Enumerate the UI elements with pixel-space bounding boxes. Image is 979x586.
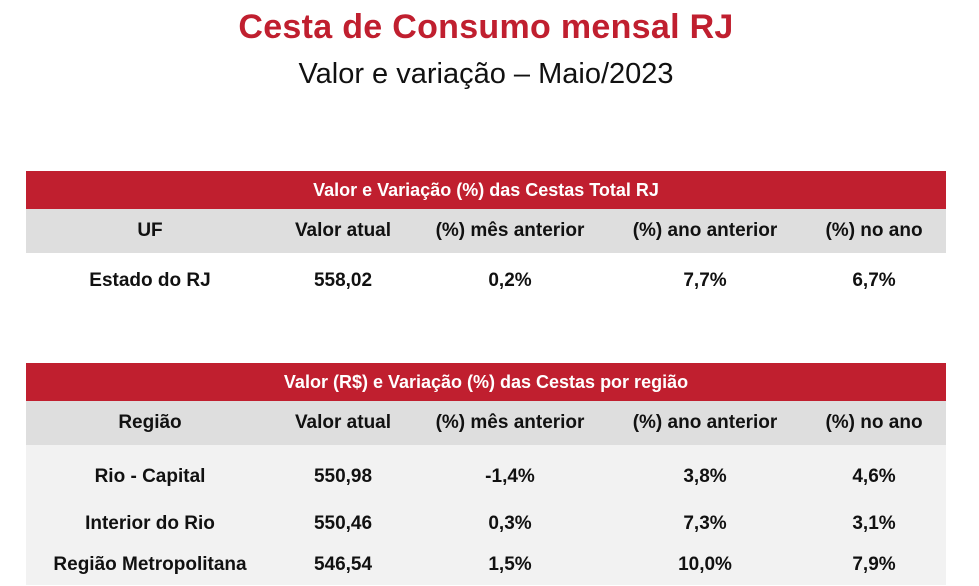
cell-month-change: 1,5%	[412, 544, 608, 585]
cell-ytd-change: 6,7%	[802, 253, 947, 309]
column-header: UF	[26, 209, 274, 253]
cell-ytd-change: 4,6%	[802, 445, 947, 503]
cell-ytd-change: 7,9%	[802, 544, 947, 585]
cell-region: Região Metropolitana	[26, 544, 274, 585]
cell-value: 558,02	[274, 253, 412, 309]
cell-value: 550,46	[274, 503, 412, 544]
cell-month-change: -1,4%	[412, 445, 608, 503]
cell-region: Interior do Rio	[26, 503, 274, 544]
page-subtitle: Valor e variação – Maio/2023	[298, 58, 674, 90]
column-header: (%) mês anterior	[412, 401, 608, 445]
cell-month-change: 0,3%	[412, 503, 608, 544]
column-header: Valor atual	[274, 209, 412, 253]
cell-year-change: 10,0%	[608, 544, 802, 585]
column-header: Região	[26, 401, 274, 445]
column-header: (%) ano anterior	[608, 401, 802, 445]
cell-ytd-change: 3,1%	[802, 503, 947, 544]
table-row: Rio - Capital 550,98 -1,4% 3,8% 4,6%	[26, 445, 947, 503]
column-header: Valor atual	[274, 401, 412, 445]
cell-year-change: 7,7%	[608, 253, 802, 309]
table-banner: Valor e Variação (%) das Cestas Total RJ	[26, 171, 947, 209]
cell-uf: Estado do RJ	[26, 253, 274, 309]
table-banner: Valor (R$) e Variação (%) das Cestas por…	[26, 363, 947, 401]
cell-year-change: 7,3%	[608, 503, 802, 544]
cell-region: Rio - Capital	[26, 445, 274, 503]
table-row: Interior do Rio 550,46 0,3% 7,3% 3,1%	[26, 503, 947, 544]
cell-value: 550,98	[274, 445, 412, 503]
total-rj-table: Valor e Variação (%) das Cestas Total RJ…	[26, 171, 947, 309]
regions-table: Valor (R$) e Variação (%) das Cestas por…	[26, 363, 947, 585]
table-row: Região Metropolitana 546,54 1,5% 10,0% 7…	[26, 544, 947, 585]
column-header: (%) ano anterior	[608, 209, 802, 253]
column-header: (%) no ano	[802, 209, 947, 253]
column-header: (%) no ano	[802, 401, 947, 445]
table-row: Estado do RJ 558,02 0,2% 7,7% 6,7%	[26, 253, 947, 309]
page-title: Cesta de Consumo mensal RJ	[238, 8, 734, 46]
cell-month-change: 0,2%	[412, 253, 608, 309]
cell-value: 546,54	[274, 544, 412, 585]
column-header: (%) mês anterior	[412, 209, 608, 253]
cell-year-change: 3,8%	[608, 445, 802, 503]
